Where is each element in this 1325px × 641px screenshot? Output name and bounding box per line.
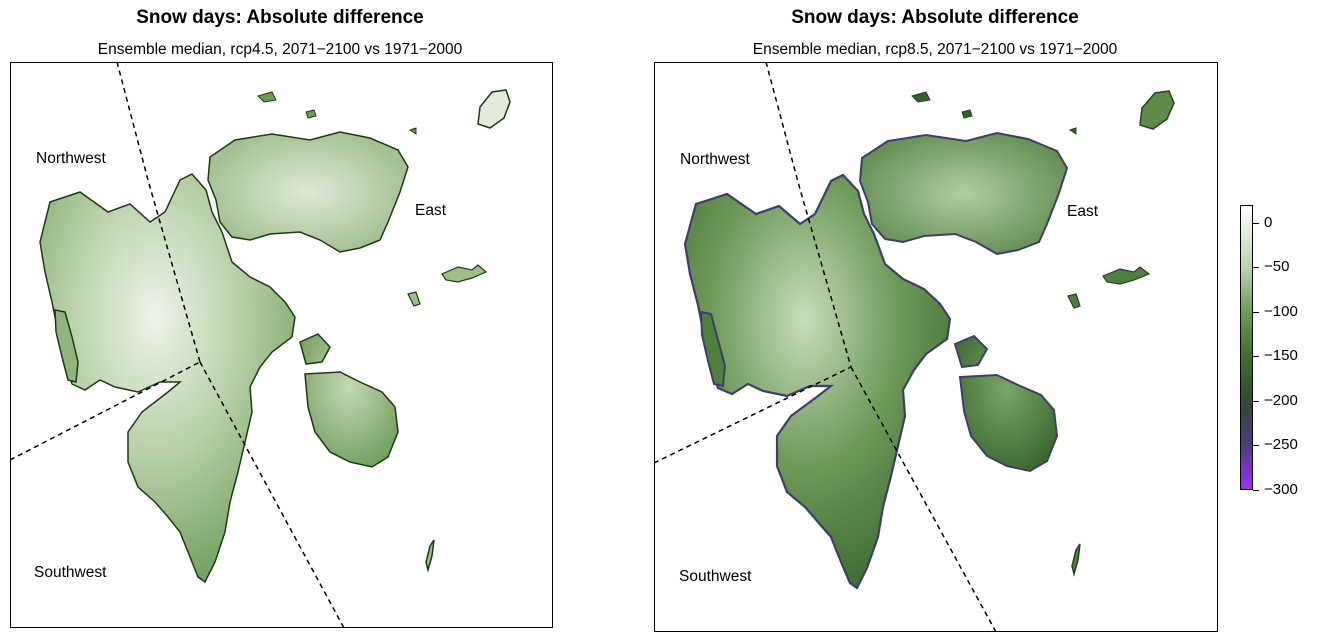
panel-subtitle: Ensemble median, rcp4.5, 2071−2100 vs 19… (97, 41, 463, 58)
island-west (54, 309, 79, 383)
colorbar-tick-label: 0 (1264, 213, 1273, 231)
map-rcp85: Northwest East Southwest (654, 62, 1218, 632)
colorbar-tick-label: −150 (1264, 347, 1298, 365)
island-northeast (207, 131, 409, 253)
region-label-southwest: Southwest (679, 568, 752, 585)
map-rcp45: Northwest East Southwest (10, 62, 553, 628)
islets-north (911, 91, 1077, 135)
colorbar-tick-label: −50 (1264, 258, 1290, 276)
colorbar-tick (1253, 222, 1259, 224)
island-hopen (425, 539, 435, 573)
island-kongkarlsland (1067, 266, 1151, 309)
colorbar-tick (1253, 356, 1259, 358)
island-kongkarlsland (407, 264, 488, 307)
colorbar-tick-label: −250 (1264, 436, 1298, 454)
region-boundary-southwest (654, 366, 852, 464)
colorbar-tick (1253, 490, 1259, 491)
island-kvitoya (477, 89, 511, 129)
island-west (699, 310, 727, 388)
panel-subtitle: Ensemble median, rcp8.5, 2071−2100 vs 19… (752, 41, 1118, 58)
region-boundary-southeast (199, 361, 345, 628)
island-southeast (299, 333, 399, 468)
colorbar-tick (1253, 445, 1259, 447)
island-main (39, 173, 296, 584)
region-label-east: East (415, 202, 447, 219)
island-main (683, 173, 952, 590)
island-southeast (953, 334, 1059, 473)
panel-title: Snow days: Absolute difference (136, 7, 424, 28)
map-panel-rcp45: Snow days: Absolute difference Ensemble … (0, 0, 560, 641)
map-panel-rcp85: Snow days: Absolute difference Ensemble … (645, 0, 1225, 641)
island-hopen (1071, 543, 1081, 577)
colorbar (1240, 205, 1253, 490)
region-label-northwest: Northwest (680, 151, 750, 168)
colorbar-tick (1253, 267, 1259, 269)
region-label-east: East (1067, 203, 1099, 220)
region-label-southwest: Southwest (34, 564, 107, 581)
island-northeast (858, 131, 1069, 256)
colorbar-tick (1253, 400, 1259, 402)
islets-north (257, 91, 417, 135)
island-kvitoya (1139, 90, 1175, 130)
region-label-northwest: Northwest (36, 150, 106, 167)
panel-title: Snow days: Absolute difference (791, 7, 1079, 28)
colorbar-tick-label: −100 (1264, 302, 1298, 320)
colorbar-tick-label: −300 (1264, 481, 1298, 498)
colorbar-tick (1253, 311, 1259, 313)
region-boundary-north (765, 62, 852, 368)
colorbar-tick-label: −200 (1264, 391, 1298, 409)
region-boundary-north (116, 62, 201, 363)
